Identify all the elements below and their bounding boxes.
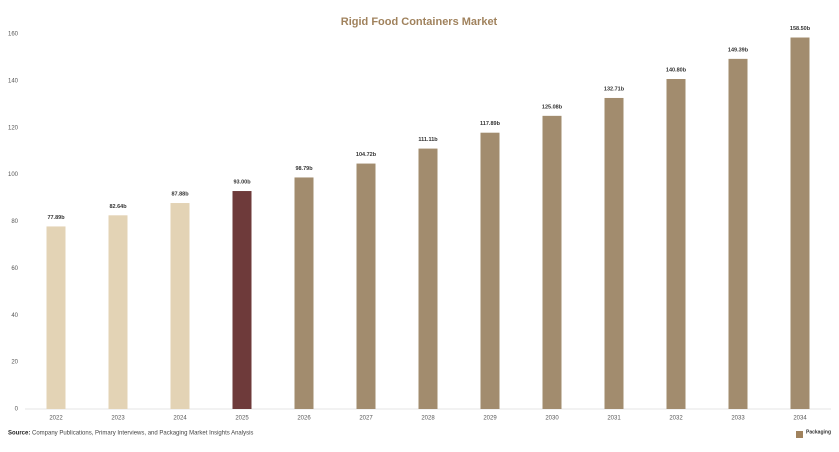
x-tick-label: 2027	[359, 416, 373, 422]
bar	[108, 215, 128, 409]
x-tick-label: 2023	[111, 416, 125, 422]
x-tick-label: 2026	[297, 416, 311, 422]
bar	[480, 132, 500, 409]
x-tick-label: 2031	[607, 416, 621, 422]
value-label: 125.08b	[542, 104, 563, 110]
value-label: 87.88b	[171, 191, 189, 197]
y-tick-label: 0	[15, 407, 19, 413]
logo-icon	[796, 431, 803, 438]
bar	[232, 191, 252, 409]
logo-text: Packaging	[806, 429, 831, 435]
bar	[170, 203, 190, 409]
value-label: 82.64b	[109, 204, 127, 210]
x-tick-label: 2034	[793, 416, 807, 422]
y-tick-label: 80	[11, 219, 18, 225]
y-tick-label: 100	[8, 172, 19, 178]
bar	[294, 177, 314, 409]
chart-title: Rigid Food Containers Market	[341, 16, 498, 28]
value-label: 132.71b	[604, 86, 625, 92]
y-tick-label: 20	[11, 360, 18, 366]
x-tick-label: 2024	[173, 416, 187, 422]
value-label: 111.11b	[418, 137, 438, 143]
source-label: Source:	[8, 431, 30, 437]
value-label: 77.89b	[47, 215, 65, 221]
y-tick-label: 60	[11, 266, 18, 272]
value-label: 93.00b	[233, 179, 251, 185]
x-tick-label: 2029	[483, 416, 497, 422]
value-label: 98.79b	[295, 166, 313, 172]
bar	[46, 226, 66, 409]
value-label: 149.39b	[728, 47, 749, 53]
y-tick-label: 40	[11, 313, 18, 319]
value-label: 104.72b	[356, 152, 377, 158]
y-tick-label: 160	[8, 32, 19, 38]
x-tick-label: 2030	[545, 416, 559, 422]
value-label: 140.80b	[666, 67, 687, 73]
y-tick-label: 140	[8, 78, 19, 84]
bar	[790, 37, 810, 409]
value-label: 117.89b	[480, 121, 501, 127]
y-tick-label: 120	[8, 125, 19, 131]
bar	[418, 148, 438, 409]
x-tick-label: 2028	[421, 416, 435, 422]
source-text: Company Publications, Primary Interviews…	[32, 431, 253, 437]
x-tick-label: 2032	[669, 416, 683, 422]
bar	[604, 97, 624, 409]
bar	[728, 58, 748, 409]
bar	[542, 115, 562, 409]
value-label: 158.50b	[790, 26, 811, 32]
bar	[666, 79, 686, 409]
x-tick-label: 2022	[49, 416, 63, 422]
x-tick-label: 2025	[235, 416, 249, 422]
x-tick-label: 2033	[731, 416, 745, 422]
bar	[356, 163, 376, 409]
